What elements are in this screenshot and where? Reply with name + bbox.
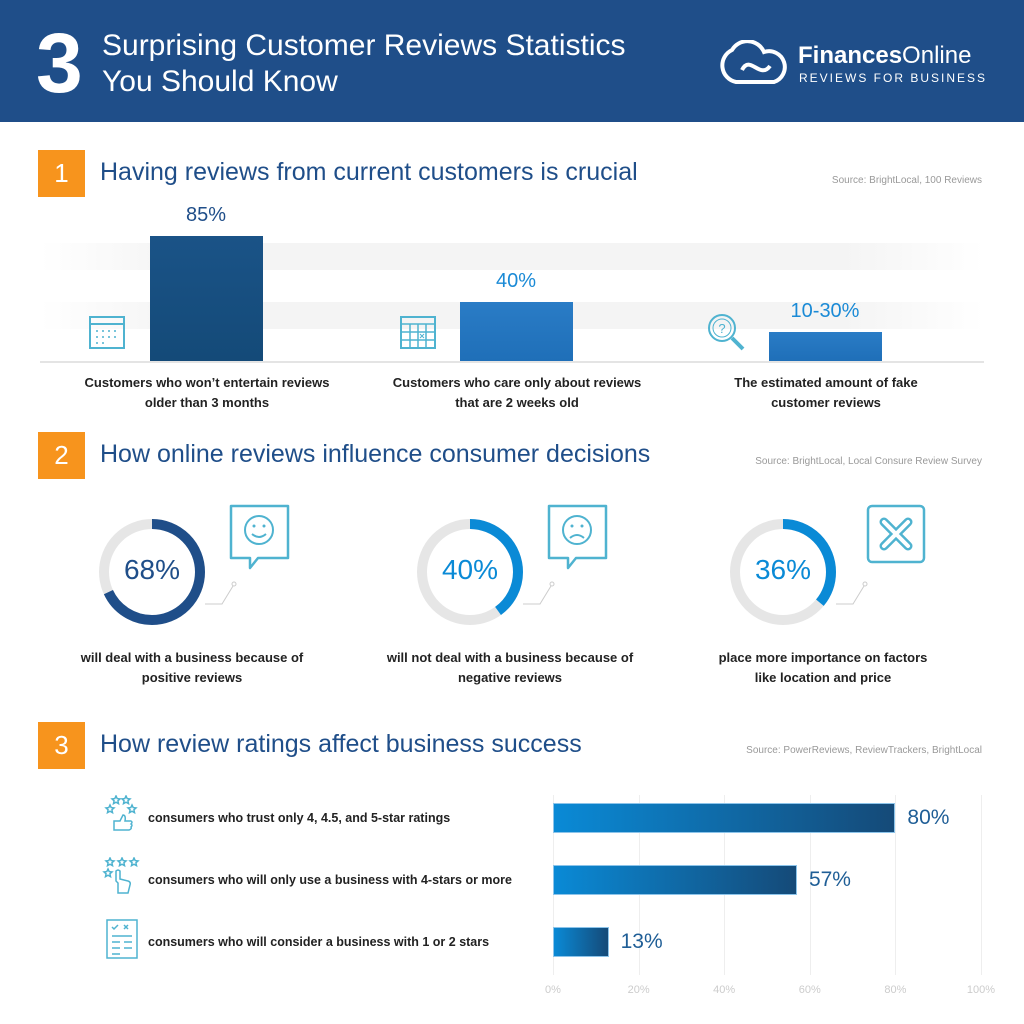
checklist-icon	[106, 919, 138, 959]
magnifier-question-icon: ?	[708, 314, 745, 351]
donut-caption: negative reviews	[457, 670, 563, 685]
bar-caption: that are 2 weeks old	[455, 395, 579, 410]
bar-caption: The estimated amount of fake	[734, 375, 918, 390]
x-tick-label: 80%	[884, 984, 907, 996]
header-banner: 3 Surprising Customer Reviews Statistics…	[0, 0, 1024, 122]
donut-caption: like location and price	[754, 670, 892, 685]
bar-value-label: 80%	[907, 806, 950, 829]
connector-line	[836, 585, 865, 605]
section-2-source: Source: BrightLocal, Local Consure Revie…	[755, 456, 982, 467]
donut-chart	[730, 504, 926, 625]
donut-caption: will not deal with a business because of	[386, 650, 634, 665]
x-tick-label: 40%	[713, 984, 736, 996]
bar	[769, 331, 882, 361]
donut-value-label: 40%	[441, 554, 499, 585]
section-3-number: 3	[38, 722, 85, 769]
donut-value-label: 36%	[754, 554, 812, 585]
bar-value-label: 85%	[185, 204, 227, 227]
donut-chart	[417, 504, 608, 625]
row-label: consumers who will consider a business w…	[148, 935, 490, 949]
header-title-line1: Surprising Customer Reviews Statistics	[102, 29, 626, 62]
connector-line	[523, 585, 552, 605]
donut-arc	[730, 519, 836, 625]
bar	[553, 865, 797, 895]
vertical-bar-chart: ? 85% Customers who won’t entertain revie…	[0, 0, 1024, 420]
bar-caption: customer reviews	[771, 395, 881, 410]
donut-caption: place more importance on factors	[718, 650, 928, 665]
section-3-title: How review ratings affect business succe…	[100, 730, 582, 758]
connector-line	[205, 585, 234, 605]
section-3-source: Source: PowerReviews, ReviewTrackers, Br…	[746, 745, 982, 756]
gridline	[981, 795, 982, 975]
donut-caption: will deal with a business because of	[80, 650, 304, 665]
stars-pointer-icon	[102, 857, 140, 894]
smiley-happy-icon	[229, 504, 290, 570]
header-title-line2: You Should Know	[102, 65, 338, 98]
section-2-title: How online reviews influence consumer de…	[100, 440, 651, 468]
donut-arc	[417, 519, 523, 625]
header-number: 3	[36, 16, 83, 110]
bar-value-label: 13%	[620, 930, 663, 953]
row-label: consumers who will only use a business w…	[148, 873, 512, 887]
baseline	[40, 361, 984, 363]
section-1-number: 1	[38, 150, 85, 197]
row-label: consumers who trust only 4, 4.5, and 5-s…	[148, 811, 451, 825]
bar-value-label: 10-30%	[790, 299, 860, 322]
donut-chart	[99, 504, 290, 625]
svg-text:?: ?	[718, 321, 725, 336]
bar-caption: older than 3 months	[144, 395, 270, 410]
brand-tagline: REVIEWS FOR BUSINESS	[799, 71, 988, 85]
section-2-number: 2	[38, 432, 85, 479]
connector-dot	[549, 581, 555, 587]
bar-value-label: 40%	[495, 270, 537, 293]
calendar-icon	[89, 316, 125, 349]
bar-caption: Customers who care only about reviews	[392, 375, 642, 390]
brand-light: Online	[902, 42, 972, 69]
donut-arc	[99, 519, 205, 625]
bar	[460, 302, 573, 361]
brand-name: FinancesOnline	[798, 42, 971, 70]
bar	[150, 236, 263, 361]
section-1-source: Source: BrightLocal, 100 Reviews	[831, 175, 982, 186]
bar-value-label: 57%	[808, 868, 851, 891]
x-tick-label: 100%	[966, 984, 996, 996]
smiley-sad-icon	[547, 504, 608, 570]
x-tick-label: 0%	[545, 984, 561, 996]
connector-dot	[862, 581, 868, 587]
connector-dot	[231, 581, 237, 587]
section-1-title: Having reviews from current customers is…	[100, 158, 638, 186]
x-tick-label: 20%	[627, 984, 650, 996]
gridline	[895, 795, 897, 975]
gridline	[809, 795, 811, 975]
stars-thumbs-up-icon	[104, 795, 138, 831]
x-tick-label: 60%	[798, 984, 821, 996]
donut-caption: positive reviews	[141, 670, 243, 685]
x-mark-icon	[866, 504, 926, 564]
cloud-logo-icon	[720, 40, 787, 84]
bar-caption: Customers who won’t entertain reviews	[84, 375, 330, 390]
brand-bold: Finances	[798, 42, 903, 69]
bar	[553, 927, 609, 957]
donut-value-label: 68%	[123, 554, 181, 585]
calendar-x-icon	[400, 316, 436, 349]
bar	[553, 803, 896, 833]
